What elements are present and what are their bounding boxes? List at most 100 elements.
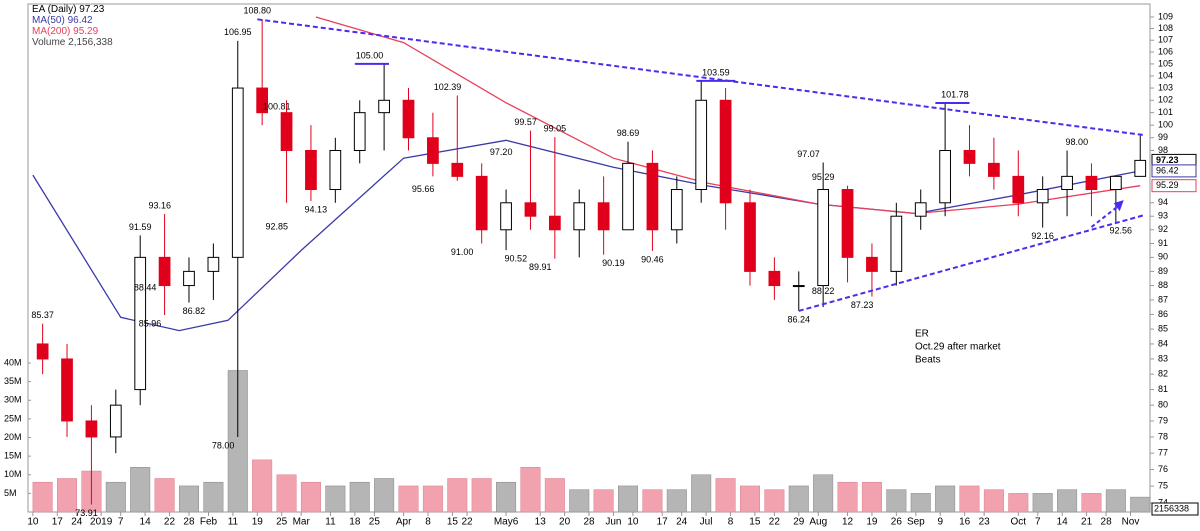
volume-bar bbox=[154, 478, 175, 513]
volume-bar bbox=[788, 485, 809, 513]
x-tick-label: 12 bbox=[842, 517, 854, 528]
x-tick-label: 28 bbox=[183, 517, 195, 528]
y-tick-label: 80 bbox=[1158, 400, 1168, 410]
volume-bar bbox=[32, 481, 53, 513]
x-tick-label: 29 bbox=[793, 517, 805, 528]
volume-bar bbox=[1105, 489, 1126, 513]
ma50-last: 96.42 bbox=[68, 15, 93, 26]
volume-tick-label: 5M bbox=[4, 488, 17, 498]
volume-name: Volume bbox=[32, 37, 66, 48]
volume-bar bbox=[861, 481, 882, 513]
ma50-box bbox=[1151, 164, 1197, 178]
y-tick-label: 84 bbox=[1158, 338, 1168, 348]
candle-body bbox=[183, 270, 195, 287]
y-tick-label: 79 bbox=[1158, 415, 1168, 425]
x-tick-label: 23 bbox=[979, 517, 991, 528]
candle-body bbox=[744, 202, 756, 272]
y-tick-label: 81 bbox=[1158, 384, 1168, 394]
x-tick-label: 13 bbox=[535, 517, 547, 528]
x-tick-label: 10 bbox=[27, 517, 39, 528]
price-annotation: 86.24 bbox=[787, 314, 810, 324]
candle-body bbox=[914, 202, 927, 217]
volume-tick-label: 40M bbox=[4, 357, 22, 367]
volume-last-box bbox=[1151, 502, 1199, 516]
last-price: 97.23 bbox=[79, 4, 104, 15]
volume-bar bbox=[349, 481, 370, 513]
x-tick-label: Jul bbox=[700, 517, 713, 528]
volume-bar bbox=[666, 489, 687, 513]
y-tick-label: 98 bbox=[1158, 145, 1168, 155]
y-tick-label: 107 bbox=[1158, 35, 1173, 45]
price-annotation: 106.95 bbox=[224, 27, 252, 37]
y-tick-label: 88 bbox=[1158, 280, 1168, 290]
y-tick-label: 99 bbox=[1158, 132, 1168, 142]
candle-body bbox=[597, 202, 610, 231]
candle-body bbox=[841, 189, 854, 258]
candle-body bbox=[61, 358, 73, 422]
price-annotation: 92.85 bbox=[266, 222, 289, 232]
arrow-shaft bbox=[1090, 203, 1122, 228]
y-tick-label: 86 bbox=[1158, 309, 1168, 319]
y-tick-label: 101 bbox=[1158, 107, 1173, 117]
price-annotation: 100.81 bbox=[263, 101, 291, 111]
volume-bar bbox=[1081, 493, 1102, 513]
candle-body bbox=[670, 189, 683, 231]
candle-body bbox=[475, 175, 488, 231]
candle-body bbox=[402, 99, 415, 139]
price-annotation: 95.66 bbox=[412, 184, 435, 194]
candle-body bbox=[378, 99, 390, 114]
volume-bar bbox=[471, 478, 492, 513]
price-annotation: 89.91 bbox=[529, 262, 552, 272]
volume-tick-label: 15M bbox=[4, 451, 22, 461]
candle-body bbox=[109, 404, 122, 438]
volume-tick-label: 10M bbox=[4, 469, 22, 479]
last-price-label: 97.23 bbox=[1156, 155, 1179, 165]
x-tick-label: May6 bbox=[494, 517, 519, 528]
title: EA (Daily) bbox=[32, 4, 76, 15]
candle-body bbox=[85, 420, 98, 438]
x-tick-label: 10 bbox=[627, 517, 639, 528]
volume-bar bbox=[618, 485, 639, 513]
ma200-label: 95.29 bbox=[1156, 180, 1179, 190]
price-annotation: 97.20 bbox=[490, 147, 513, 157]
y-tick-label: 93 bbox=[1158, 211, 1168, 221]
candle-body bbox=[305, 149, 317, 191]
candle-body bbox=[939, 149, 951, 204]
volume-bar bbox=[130, 467, 151, 513]
x-tick-label: Nov bbox=[1122, 517, 1140, 528]
volume-bar bbox=[374, 478, 395, 513]
candle-body bbox=[695, 99, 708, 191]
ma50-name: MA(50) bbox=[32, 15, 65, 26]
x-tick-label: 25 bbox=[276, 517, 288, 528]
price-annotation: 103.59 bbox=[702, 67, 730, 77]
candle-body bbox=[1036, 189, 1049, 204]
price-annotation: 85.96 bbox=[139, 318, 162, 328]
price-annotation: 108.80 bbox=[244, 6, 272, 16]
price-annotation: 102.39 bbox=[434, 82, 462, 92]
x-tick-label: 16 bbox=[959, 517, 971, 528]
x-tick-label: 22 bbox=[164, 517, 176, 528]
x-tick-label: 22 bbox=[769, 517, 781, 528]
y-tick-label: 105 bbox=[1158, 58, 1173, 68]
volume-last-label: 2156338 bbox=[1154, 503, 1189, 513]
price-annotation: 85.37 bbox=[31, 310, 54, 320]
volume-tick-label: 30M bbox=[4, 395, 22, 405]
price-annotation: 92.56 bbox=[1109, 226, 1132, 236]
price-annotation: 88.44 bbox=[134, 283, 157, 293]
candle-body bbox=[817, 189, 830, 287]
volume-bar bbox=[276, 474, 297, 513]
volume-bar bbox=[715, 478, 736, 513]
y-tick-label: 103 bbox=[1158, 82, 1173, 92]
candle-body bbox=[231, 87, 244, 258]
x-tick-label: 15 bbox=[447, 517, 459, 528]
volume-bar bbox=[813, 474, 834, 513]
candle-body bbox=[1109, 175, 1122, 191]
y-tick-label: 102 bbox=[1158, 95, 1173, 105]
ma200-box bbox=[1151, 179, 1197, 193]
x-tick-label: 25 bbox=[369, 517, 381, 528]
price-annotation: 105.00 bbox=[356, 50, 384, 60]
note-line: Beats bbox=[915, 355, 941, 366]
volume-tick-label: 20M bbox=[4, 432, 22, 442]
